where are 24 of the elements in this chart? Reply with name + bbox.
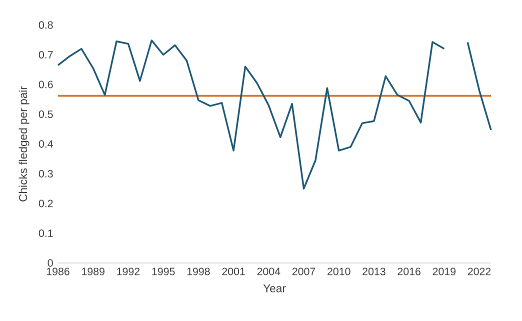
- x-tick-label: 2007: [292, 268, 316, 276]
- y-tick-label: 0: [48, 259, 53, 267]
- y-axis-title: Chicks fledged per pair: [18, 86, 30, 202]
- x-tick-label: 1995: [152, 268, 175, 276]
- x-tick-label: 2013: [362, 268, 386, 276]
- y-tick-label: 0.6: [38, 80, 53, 88]
- y-tick-label: 0.3: [38, 170, 53, 178]
- x-tick-label: 2001: [222, 268, 245, 276]
- x-tick-label: 2016: [398, 268, 420, 276]
- y-tick-label: 0.4: [38, 140, 53, 148]
- y-tick-label: 0.1: [38, 229, 53, 238]
- y-tick-label: 0.2: [38, 200, 53, 208]
- x-tick-label: 1986: [46, 268, 70, 276]
- x-tick-label: 2019: [432, 268, 456, 276]
- x-tick-label: 2010: [328, 268, 350, 276]
- x-tick-label: 1998: [187, 268, 210, 276]
- y-tick-label: 0.7: [38, 50, 53, 59]
- y-tick-label: 0.8: [38, 21, 53, 29]
- x-tick-label: 1989: [82, 268, 104, 276]
- y-tick-label: 0.5: [38, 110, 53, 118]
- x-axis-title: Year: [263, 284, 286, 292]
- x-tick-label: 2022: [468, 268, 491, 276]
- x-tick-label: 1992: [117, 268, 140, 276]
- x-tick-label: 2004: [257, 268, 280, 276]
